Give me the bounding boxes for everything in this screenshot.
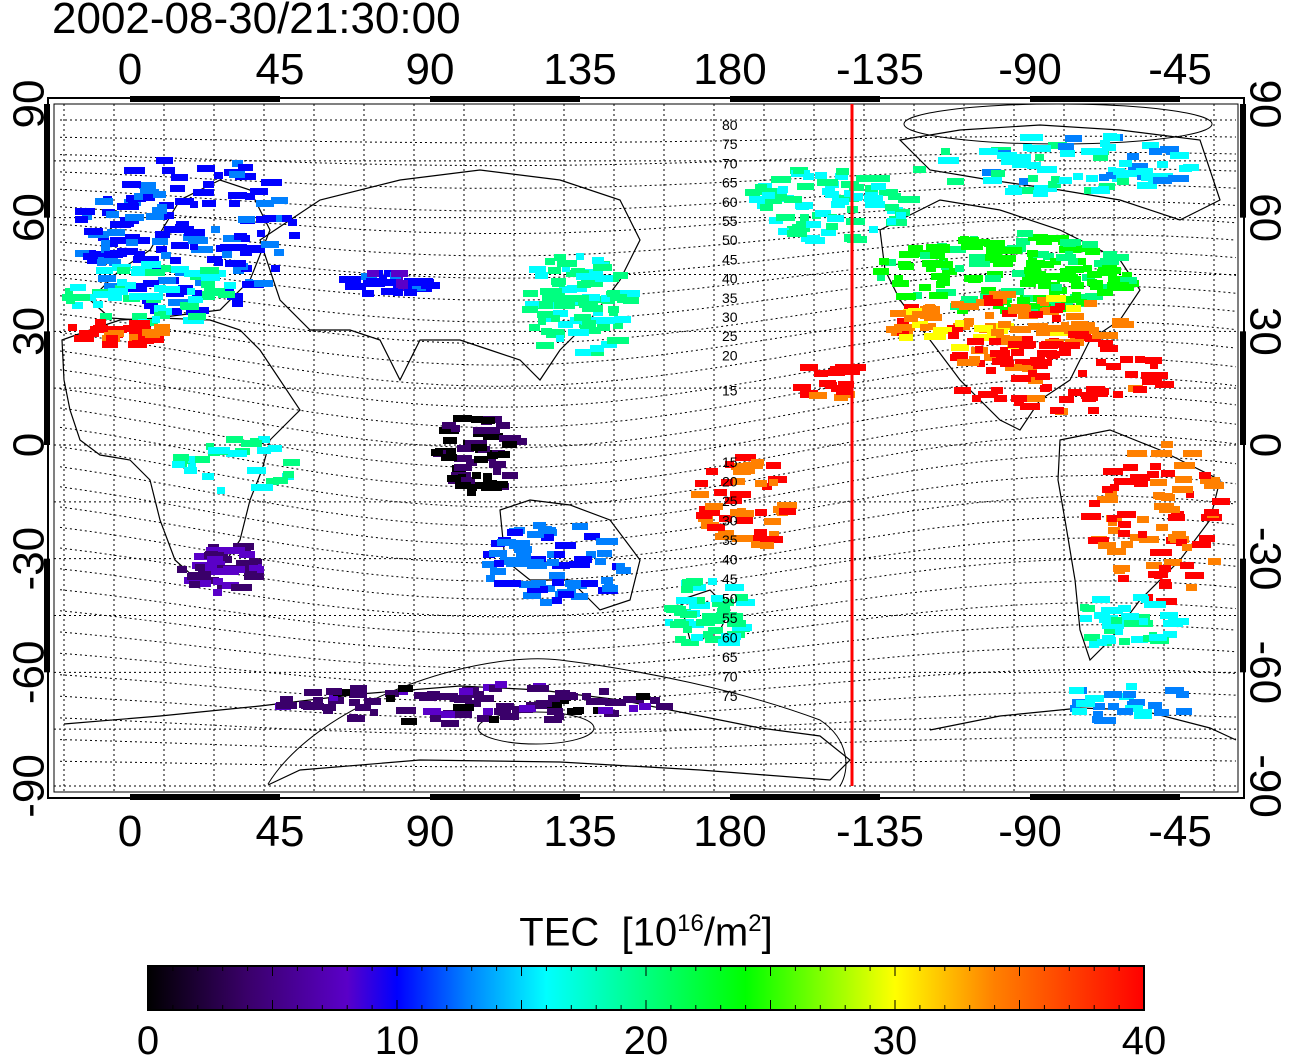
contour-labels-north: 80 75 70 65 60 55 50 45 40 35 30 25 20 15 (722, 117, 738, 399)
latitude-tick: 0 (1240, 433, 1289, 457)
latitude-tick: -30 (5, 527, 54, 591)
latitude-tick: 0 (5, 433, 54, 457)
contour-label: 50 (722, 232, 738, 248)
longitude-tick: 90 (406, 45, 455, 94)
contour-label: 75 (722, 688, 738, 704)
map-title: 2002-08-30/21:30:00 (52, 0, 461, 43)
contour-label: 30 (722, 513, 738, 529)
longitude-tick: 135 (543, 807, 616, 856)
longitude-tick: -45 (1148, 807, 1212, 856)
colorbar-tick-label: 20 (624, 1019, 669, 1057)
contour-label: 15 (722, 454, 738, 470)
latitude-tick: 90 (5, 80, 54, 129)
contour-label: 25 (722, 328, 738, 344)
contour-label: 65 (722, 649, 738, 665)
latitude-tick: -30 (1240, 527, 1289, 591)
colorbar-label: TEC [1016/m2] (0, 910, 1292, 955)
longitude-tick: 45 (256, 807, 305, 856)
contour-label: 55 (722, 213, 738, 229)
contour-label: 60 (722, 194, 738, 210)
colorbar-tick-label: 30 (873, 1019, 918, 1057)
longitude-tick: 180 (693, 45, 766, 94)
longitude-tick: -45 (1148, 45, 1212, 94)
longitude-ticks-top: 0 45 90 135 180 -135 -90 -45 (118, 45, 1212, 94)
latitude-ticks-left: 90 60 30 0 -30 -60 -90 (5, 80, 54, 818)
contour-label: 50 (722, 591, 738, 607)
colorbar-tick-label: 40 (1122, 1019, 1167, 1057)
contour-label: 80 (722, 117, 738, 133)
contour-label: 20 (722, 347, 738, 363)
latitude-tick: 30 (5, 307, 54, 356)
longitude-tick: -135 (836, 45, 924, 94)
longitude-tick: 0 (118, 807, 142, 856)
colorbar-label-exponent: 16 (677, 910, 704, 937)
contour-label: 15 (722, 383, 738, 399)
colorbar-ticks: 0 10 20 30 40 (137, 1019, 1166, 1057)
contour-label: 75 (722, 136, 738, 152)
contour-label: 60 (722, 630, 738, 646)
contour-labels-south: 15 20 25 30 35 40 45 50 55 60 65 70 75 (722, 454, 738, 704)
colorbar-tick-label: 10 (375, 1019, 420, 1057)
longitude-tick: 180 (693, 807, 766, 856)
colorbar-label-per: /m (703, 910, 749, 955)
longitude-tick: 135 (543, 45, 616, 94)
contour-label: 70 (722, 155, 738, 171)
latitude-tick: 60 (5, 193, 54, 242)
contour-label: 45 (722, 571, 738, 587)
contour-label: 45 (722, 251, 738, 267)
contour-label: 55 (722, 610, 738, 626)
contour-label: 20 (722, 474, 738, 490)
latitude-tick: -60 (1240, 641, 1289, 705)
frame-band (44, 96, 1246, 800)
colorbar-label-exponent2: 2 (748, 910, 762, 937)
latitude-tick: 30 (1240, 307, 1289, 356)
contour-label: 25 (722, 493, 738, 509)
longitude-tick: 0 (118, 45, 142, 94)
colorbar-label-close: ] (761, 910, 773, 955)
longitude-tick: -90 (998, 807, 1062, 856)
contour-label: 30 (722, 309, 738, 325)
latitude-tick: -60 (5, 641, 54, 705)
colorbar-label-units: [10 (621, 910, 678, 955)
longitude-tick: -135 (836, 807, 924, 856)
contour-label: 35 (722, 290, 738, 306)
longitude-ticks-bottom: 0 45 90 135 180 -135 -90 -45 (118, 807, 1212, 856)
longitude-tick: 90 (406, 807, 455, 856)
latitude-ticks-right: 90 60 30 0 -30 -60 -90 (1240, 80, 1289, 818)
colorbar-minor-ticks (147, 966, 1145, 1010)
contour-label: 40 (722, 552, 738, 568)
colorbar-tick-label: 0 (137, 1019, 159, 1057)
longitude-tick: -90 (998, 45, 1062, 94)
coastlines (61, 124, 1237, 786)
longitude-tick: 45 (256, 45, 305, 94)
tec-data-layer (62, 133, 1230, 727)
latitude-tick: 60 (1240, 193, 1289, 242)
colorbar-label-quantity: TEC (519, 910, 600, 955)
latitude-tick: -90 (1240, 754, 1289, 818)
latitude-tick: -90 (5, 754, 54, 818)
contour-label: 65 (722, 175, 738, 191)
contour-label: 70 (722, 669, 738, 685)
contour-label: 35 (722, 532, 738, 548)
latitude-tick: 90 (1240, 80, 1289, 129)
contour-label: 40 (722, 271, 738, 287)
